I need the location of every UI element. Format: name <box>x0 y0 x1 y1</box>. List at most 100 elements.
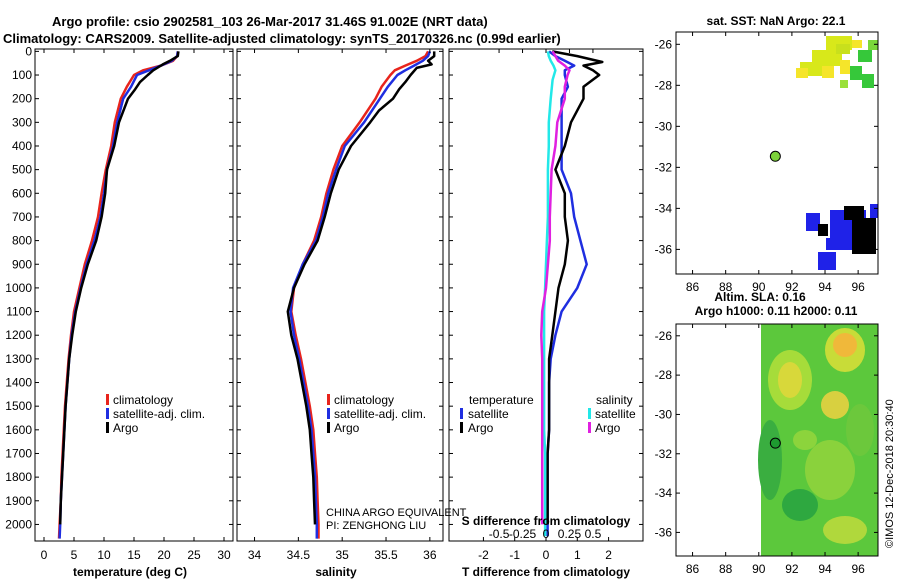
y-tick-label: 500 <box>12 163 32 177</box>
sst-cell <box>862 74 874 88</box>
x-tick-label: 30 <box>217 548 231 562</box>
lat-tick-label: -30 <box>655 119 673 133</box>
y-tick-label: 900 <box>12 257 32 271</box>
legend-label-satellite-adj: satellite-adj. clim. <box>334 407 426 421</box>
legend-swatch-t-satellite <box>460 408 463 419</box>
imos-credit: ©IMOS 12-Dec-2018 20:30:40 <box>884 399 896 548</box>
y-tick-label: 1600 <box>5 423 32 437</box>
legend-label-climatology: climatology <box>334 393 394 407</box>
sst-cell <box>868 40 878 50</box>
legend-swatch-t-argo <box>460 422 463 433</box>
series-line <box>542 51 557 537</box>
y-tick-label: 700 <box>12 210 32 224</box>
y-tick-label: 1000 <box>5 281 32 295</box>
sst-cell <box>806 213 820 231</box>
sla-field <box>758 324 878 556</box>
legend-title-salinity: salinity <box>596 393 633 407</box>
x-tick-label: 15 <box>127 548 141 562</box>
x-tick-label: 20 <box>157 548 171 562</box>
y-tick-label: 1800 <box>5 470 32 484</box>
x-tick-label: 1 <box>574 548 581 562</box>
legend-label-s-satellite: satellite <box>595 407 636 421</box>
legend-label-argo: Argo <box>113 421 139 435</box>
sla-blob <box>823 516 867 544</box>
lon-tick-label: 86 <box>686 562 700 576</box>
sst-black-patch <box>818 206 876 254</box>
x-tick-label: 0 <box>41 548 48 562</box>
x-tick-label: 36 <box>423 548 437 562</box>
argo-location-marker <box>769 437 781 449</box>
series-line <box>546 50 604 525</box>
lat-tick-label: -34 <box>655 201 673 215</box>
sst-cell <box>840 60 850 74</box>
x-tick-label: 34 <box>248 548 262 562</box>
sst-cell <box>852 218 876 254</box>
lon-tick-label: 92 <box>785 280 799 294</box>
x-tick-label-s: 0.5 <box>585 527 602 541</box>
pi-annotation-line-1: CHINA ARGO EQUIVALENT <box>326 507 467 519</box>
sla-blob <box>778 362 802 398</box>
sla-map-subtitle: Argo h1000: 0.11 h2000: 0.11 <box>695 304 858 318</box>
sla-blob <box>833 333 857 357</box>
lat-tick-label: -30 <box>655 407 673 421</box>
lon-tick-label: 88 <box>719 562 733 576</box>
y-tick-label: 600 <box>12 186 32 200</box>
sla-blob <box>758 420 782 500</box>
legend-label-s-argo: Argo <box>595 421 621 435</box>
lat-tick-label: -32 <box>655 160 673 174</box>
lon-tick-label: 90 <box>752 562 766 576</box>
lat-tick-label: -34 <box>655 486 673 500</box>
series-line <box>540 50 571 525</box>
sla-blob <box>805 440 855 500</box>
y-tick-label: 300 <box>12 115 32 129</box>
sst-cell <box>796 68 808 78</box>
sst-map-frame <box>675 31 879 275</box>
x-tick-label: 0 <box>543 548 550 562</box>
sst-warm-patch <box>800 36 852 76</box>
legend-label-climatology: climatology <box>113 393 173 407</box>
y-tick-label: 100 <box>12 68 32 82</box>
salinity-xlabel: salinity <box>315 565 357 579</box>
lon-tick-label: 96 <box>851 562 865 576</box>
series-line <box>286 51 436 525</box>
x-tick-label: 5 <box>71 548 78 562</box>
legend-label-t-argo: Argo <box>468 421 494 435</box>
x-tick-label-s: -0.25 <box>509 527 537 541</box>
y-tick-label: 0 <box>25 44 32 58</box>
sla-blob <box>782 489 818 521</box>
lat-tick-label: -26 <box>655 329 673 343</box>
legend-swatch-s-argo <box>588 422 591 433</box>
legend-swatch-climatology <box>106 394 109 405</box>
legend-label-satellite-adj: satellite-adj. clim. <box>113 407 205 421</box>
salinity-axes-frame <box>236 48 444 542</box>
x-tick-label: 25 <box>187 548 201 562</box>
y-tick-label: 1700 <box>5 446 32 460</box>
lon-tick-label: 96 <box>851 280 865 294</box>
series-line <box>289 50 432 539</box>
temperature-panel: 0100200300400500600700800900100011001200… <box>5 44 234 579</box>
sst-cell <box>840 80 848 88</box>
legend-label-t-satellite: satellite <box>468 407 509 421</box>
lat-tick-label: -28 <box>655 78 673 92</box>
lat-tick-label: -32 <box>655 447 673 461</box>
x-tick-label: 10 <box>97 548 111 562</box>
lon-tick-label: 88 <box>719 280 733 294</box>
lon-tick-label: 94 <box>818 280 832 294</box>
y-tick-label: 1300 <box>5 352 32 366</box>
s-difference-xlabel: S difference from climatology <box>462 514 631 528</box>
x-tick-label: 35.5 <box>374 548 398 562</box>
sla-map-title: Altim. SLA: 0.16 <box>714 290 806 304</box>
series-line <box>290 50 430 539</box>
sst-cell <box>858 50 872 62</box>
lat-tick-label: -36 <box>655 242 673 256</box>
y-tick-label: 800 <box>12 234 32 248</box>
sst-map: sat. SST: NaN Argo: 22.1 <box>655 14 879 294</box>
sst-cell <box>818 224 828 236</box>
difference-legend: temperature satellite Argo salinity sate… <box>460 393 636 435</box>
x-tick-label-s: -0.5 <box>489 527 510 541</box>
legend-label-argo: Argo <box>334 421 360 435</box>
salinity-legend: climatology satellite-adj. clim. Argo <box>327 393 426 435</box>
lat-tick-label: -28 <box>655 368 673 382</box>
x-tick-label: 2 <box>605 548 612 562</box>
sst-cell <box>822 66 834 78</box>
